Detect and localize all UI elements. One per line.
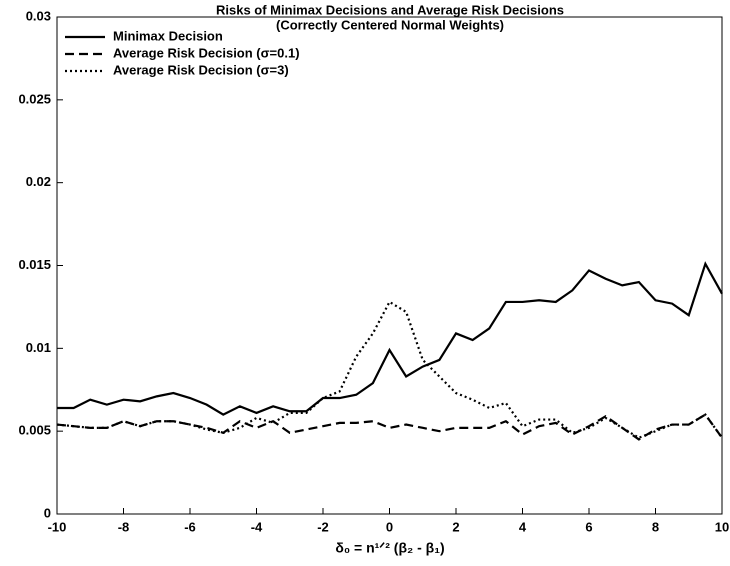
x-tick-label: 8 xyxy=(652,519,659,534)
x-axis-label: δ₀ = n¹ᐟ² (β₂ - β₁) xyxy=(335,540,444,556)
chart-title: Risks of Minimax Decisions and Average R… xyxy=(216,2,564,17)
y-tick-label: 0 xyxy=(44,505,51,520)
series-line xyxy=(56,413,723,441)
legend-label: Minimax Decision xyxy=(113,28,223,43)
x-tick-label: 10 xyxy=(715,519,729,534)
x-tick-label: -8 xyxy=(118,519,130,534)
y-tick-label: 0.03 xyxy=(26,8,51,23)
x-tick-label: -6 xyxy=(184,519,196,534)
legend-label: Average Risk Decision (σ=0.1) xyxy=(113,45,300,60)
y-tick-label: 0.015 xyxy=(18,257,51,272)
y-tick-label: 0.005 xyxy=(18,423,51,438)
y-tick-label: 0.025 xyxy=(18,91,51,106)
y-tick-label: 0.01 xyxy=(26,340,51,355)
x-tick-label: 0 xyxy=(386,519,393,534)
x-tick-label: 6 xyxy=(585,519,592,534)
x-tick-label: 4 xyxy=(519,519,527,534)
y-tick-label: 0.02 xyxy=(26,174,51,189)
plot-frame xyxy=(56,16,723,515)
chart-subtitle: (Correctly Centered Normal Weights) xyxy=(276,17,504,32)
series-line xyxy=(56,300,723,440)
x-tick-label: -4 xyxy=(251,519,263,534)
series-line xyxy=(57,261,723,416)
x-tick-label: 2 xyxy=(452,519,459,534)
x-tick-label: -2 xyxy=(317,519,329,534)
legend-label: Average Risk Decision (σ=3) xyxy=(113,62,289,77)
x-tick-label: -10 xyxy=(48,519,67,534)
